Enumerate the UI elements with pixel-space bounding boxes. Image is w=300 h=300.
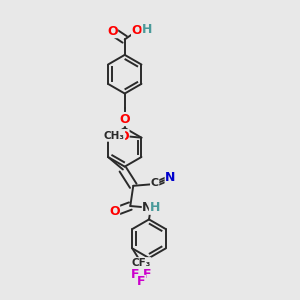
Text: N: N: [165, 171, 176, 184]
Text: O: O: [118, 130, 129, 143]
Text: O: O: [119, 112, 130, 126]
Text: H: H: [149, 201, 160, 214]
Text: O: O: [132, 24, 142, 37]
Text: N: N: [142, 201, 153, 214]
Text: CH₃: CH₃: [103, 131, 124, 141]
Text: O: O: [107, 25, 118, 38]
Text: F: F: [137, 275, 146, 289]
Text: H: H: [142, 22, 152, 35]
Text: O: O: [109, 205, 120, 218]
Text: C: C: [151, 178, 159, 188]
Text: CF₃: CF₃: [131, 258, 151, 268]
Text: F: F: [130, 268, 139, 281]
Text: F: F: [143, 268, 152, 281]
